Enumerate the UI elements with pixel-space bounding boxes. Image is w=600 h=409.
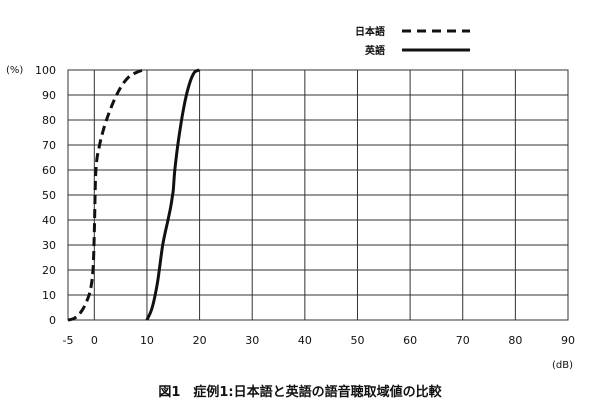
x-tick-label: 30 — [245, 334, 259, 347]
y-tick-label: 0 — [49, 314, 56, 327]
y-tick-label: 90 — [42, 89, 56, 102]
series-layer — [67, 68, 201, 322]
legend: 日本語 英語 — [355, 25, 470, 57]
y-tick-label: 30 — [42, 239, 56, 252]
x-tick-label: 0 — [91, 334, 98, 347]
y-tick-label: 10 — [42, 289, 56, 302]
figure-caption: 図1 症例1:日本語と英語の語音聴取域値の比較 — [158, 384, 442, 400]
x-tick-label: 40 — [298, 334, 312, 347]
x-tick-label: 80 — [508, 334, 522, 347]
series-line-english — [145, 68, 201, 321]
y-axis-label: (%) — [6, 65, 23, 76]
y-tick-label: 50 — [42, 189, 56, 202]
y-tick-label: 70 — [42, 139, 56, 152]
x-axis-label: (dB) — [552, 360, 573, 371]
x-tick-label: 10 — [140, 334, 154, 347]
x-tick-label: 90 — [561, 334, 575, 347]
y-tick-label: 100 — [35, 64, 56, 77]
y-tick-label: 80 — [42, 114, 56, 127]
x-tick-label: -5 — [63, 334, 74, 347]
series-line-japanese — [67, 68, 145, 322]
legend-label-japanese: 日本語 — [355, 25, 385, 38]
grid — [67, 69, 569, 321]
x-tick-label: 70 — [456, 334, 470, 347]
axis-labels: (%) (dB) -5 0 10 20 30 40 50 60 70 80 90 0 10 20 30 40 5… — [6, 64, 575, 371]
legend-label-english: 英語 — [364, 44, 385, 57]
x-tick-label: 50 — [350, 334, 364, 347]
x-tick-label: 20 — [193, 334, 207, 347]
y-tick-label: 20 — [42, 264, 56, 277]
x-tick-label: 60 — [403, 334, 417, 347]
y-tick-label: 60 — [42, 164, 56, 177]
y-tick-label: 40 — [42, 214, 56, 227]
